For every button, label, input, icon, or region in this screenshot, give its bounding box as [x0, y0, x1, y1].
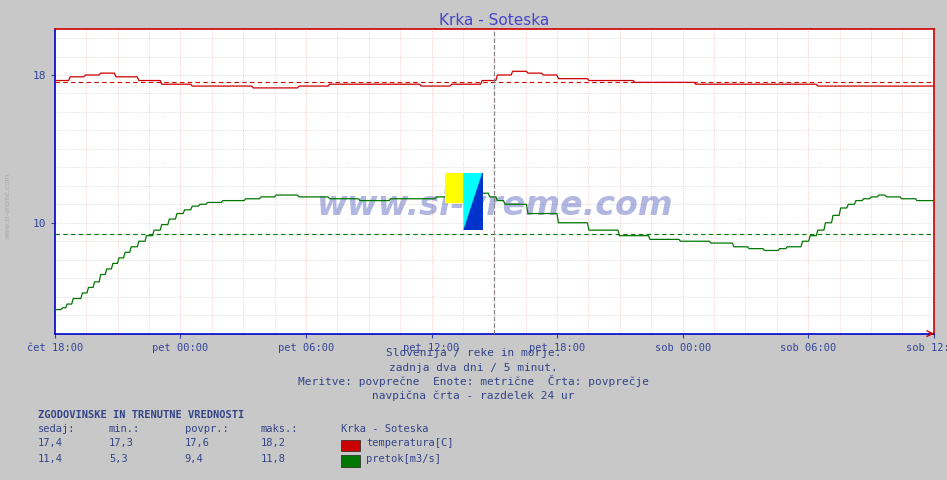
Text: pretok[m3/s]: pretok[m3/s]: [366, 454, 441, 464]
Text: min.:: min.:: [109, 424, 140, 434]
Text: 17,6: 17,6: [185, 438, 209, 448]
Polygon shape: [464, 173, 483, 230]
Text: Krka - Soteska: Krka - Soteska: [341, 424, 428, 434]
Text: 11,8: 11,8: [260, 454, 285, 464]
Text: maks.:: maks.:: [260, 424, 298, 434]
Text: zadnja dva dni / 5 minut.: zadnja dva dni / 5 minut.: [389, 362, 558, 372]
Text: 17,4: 17,4: [38, 438, 63, 448]
Text: 11,4: 11,4: [38, 454, 63, 464]
Text: 5,3: 5,3: [109, 454, 128, 464]
Text: temperatura[C]: temperatura[C]: [366, 438, 454, 448]
Text: 9,4: 9,4: [185, 454, 204, 464]
Text: povpr.:: povpr.:: [185, 424, 228, 434]
Text: Meritve: povprečne  Enote: metrične  Črta: povprečje: Meritve: povprečne Enote: metrične Črta:…: [298, 375, 649, 387]
Text: sedaj:: sedaj:: [38, 424, 76, 434]
Bar: [445, 173, 464, 202]
Text: navpična črta - razdelek 24 ur: navpična črta - razdelek 24 ur: [372, 391, 575, 401]
Text: Slovenija / reke in morje.: Slovenija / reke in morje.: [385, 348, 562, 358]
Text: 17,3: 17,3: [109, 438, 134, 448]
Text: ZGODOVINSKE IN TRENUTNE VREDNOSTI: ZGODOVINSKE IN TRENUTNE VREDNOSTI: [38, 409, 244, 420]
Text: www.si-vreme.com: www.si-vreme.com: [316, 189, 672, 222]
Text: 18,2: 18,2: [260, 438, 285, 448]
Title: Krka - Soteska: Krka - Soteska: [439, 12, 549, 28]
Polygon shape: [464, 173, 483, 230]
Text: www.si-vreme.com: www.si-vreme.com: [5, 173, 10, 240]
